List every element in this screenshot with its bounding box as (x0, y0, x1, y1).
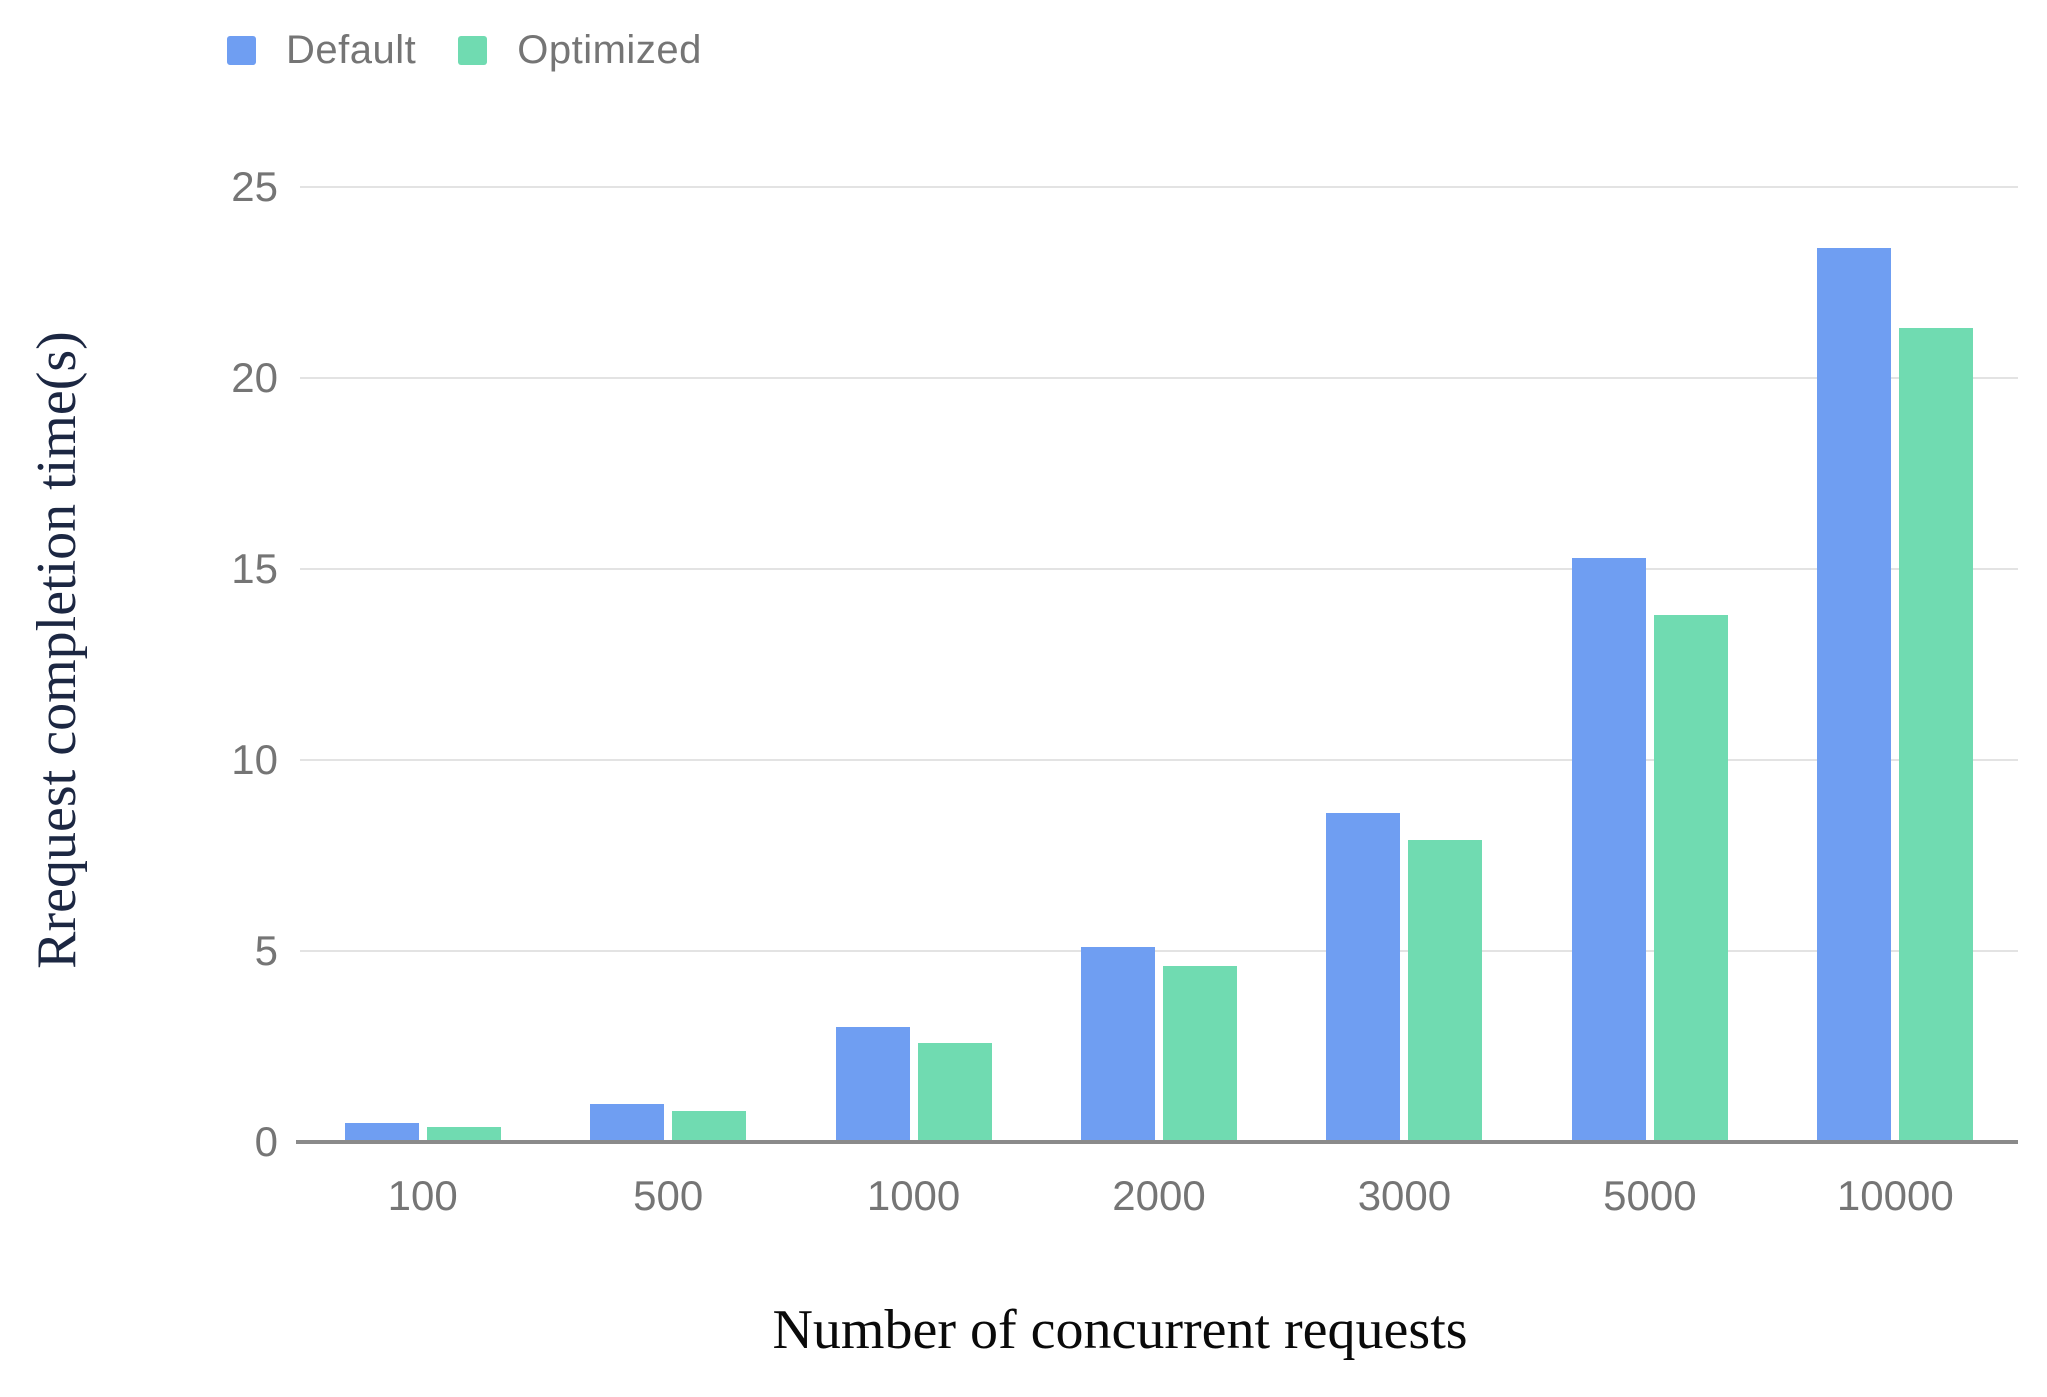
y-tick-label-5: 5 (254, 927, 278, 974)
x-tick-label-1000: 1000 (866, 1172, 961, 1219)
legend-swatch-default-icon (227, 36, 256, 65)
plot-area (296, 186, 2018, 1144)
x-tick-label-5000: 5000 (1603, 1172, 1697, 1219)
bar-optimized-10000 (1899, 328, 1974, 1142)
x-tick-label-100: 100 (387, 1172, 458, 1219)
bar-optimized-5000 (1653, 614, 1728, 1142)
gridline-y-5 (300, 950, 2018, 952)
legend-label-optimized: Optimized (517, 28, 702, 72)
x-tick-label-500: 500 (633, 1172, 704, 1219)
y-axis-title: Rrequest completion time(s) (26, 331, 88, 969)
legend-swatch-optimized-icon (458, 36, 488, 65)
y-tick-label-0: 0 (254, 1118, 278, 1165)
bar-default-2000 (1081, 947, 1155, 1142)
bar-optimized-2000 (1163, 966, 1237, 1142)
legend: Default Optimized (227, 28, 702, 73)
bar-optimized-1000 (917, 1042, 992, 1142)
bar-default-100 (344, 1122, 419, 1142)
bar-optimized-500 (672, 1111, 747, 1142)
bar-optimized-100 (426, 1126, 501, 1142)
gridline-y-20 (300, 377, 2018, 379)
x-axis-line (296, 1140, 2018, 1144)
legend-label-default: Default (286, 28, 417, 72)
y-tick-label-15: 15 (231, 545, 278, 592)
bar-default-1000 (835, 1027, 910, 1142)
gridline-y-10 (300, 759, 2018, 761)
bar-default-500 (590, 1103, 665, 1142)
x-tick-label-10000: 10000 (1836, 1172, 1954, 1219)
legend-item-default: Default (227, 28, 416, 73)
x-axis-title: Number of concurrent requests (772, 1299, 1468, 1361)
y-tick-label-25: 25 (231, 163, 278, 210)
legend-item-optimized: Optimized (458, 28, 702, 73)
x-tick-label-2000: 2000 (1112, 1172, 1206, 1219)
bar-default-10000 (1817, 248, 1892, 1142)
gridline-y-15 (300, 568, 2018, 570)
y-tick-label-20: 20 (231, 354, 278, 401)
gridline-y-25 (300, 186, 2018, 188)
bar-default-5000 (1571, 557, 1646, 1142)
bar-optimized-3000 (1408, 840, 1483, 1142)
x-tick-label-3000: 3000 (1357, 1172, 1452, 1219)
y-tick-label-10: 10 (231, 736, 278, 783)
bar-default-3000 (1326, 813, 1401, 1142)
